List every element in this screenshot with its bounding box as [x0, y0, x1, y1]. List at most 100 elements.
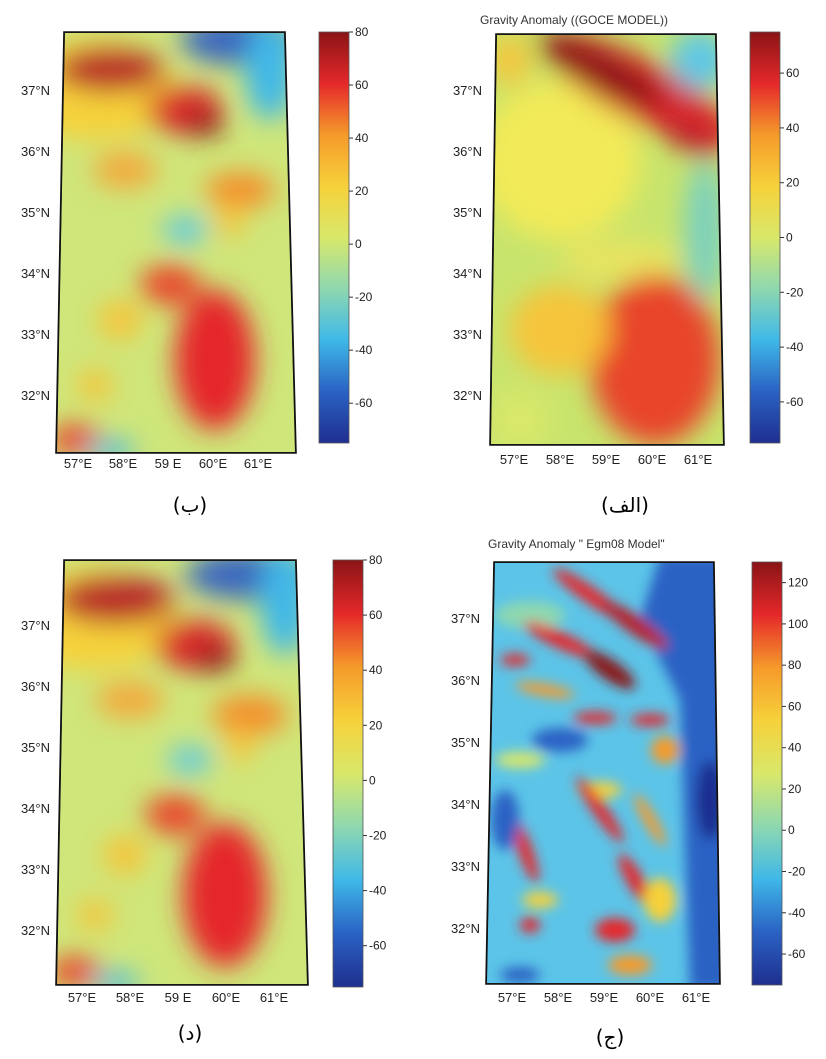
colorbar-b [318, 31, 350, 444]
caption-alef: (الف) [601, 493, 649, 517]
y-tick-label: 37°N [21, 83, 50, 98]
colorbar-ticks-alef: 60 40 20 0 -20 -40 -60 [780, 66, 804, 409]
colorbar-tick-label: -20 [786, 285, 804, 299]
y-tick-label: 33°N [21, 862, 50, 877]
y-axis-ticks-dal: 37°N 36°N 35°N 34°N 33°N 32°N [21, 618, 50, 938]
heatmap-field-dal [56, 560, 308, 985]
y-tick-label: 34°N [451, 797, 480, 812]
colorbar-tick-label: 20 [355, 184, 369, 198]
y-tick-label: 37°N [21, 618, 50, 633]
colorbar-tick-label: -20 [369, 828, 387, 842]
colorbar-tick-label: -60 [369, 939, 387, 953]
y-tick-label: 32°N [451, 921, 480, 936]
heatmap-field-b [56, 32, 296, 453]
y-axis-ticks-jim: 37°N 36°N 35°N 34°N 33°N 32°N [451, 611, 480, 936]
y-tick-label: 36°N [451, 673, 480, 688]
y-tick-label: 35°N [453, 205, 482, 220]
x-tick-label: 60°E [212, 990, 241, 1005]
colorbar-tick-label: 120 [788, 576, 808, 590]
colorbar-tick-label: 80 [355, 25, 369, 39]
colorbar-tick-label: 40 [788, 741, 802, 755]
colorbar-ticks-dal: 80 60 40 20 0 -20 -40 -60 [363, 553, 387, 953]
x-tick-label: 60°E [636, 990, 665, 1005]
x-tick-label: 60°E [199, 456, 228, 471]
heatmap-field-jim [486, 562, 720, 984]
y-tick-label: 37°N [451, 611, 480, 626]
map-panel-jim: Gravity Anomaly " Egm08 Model" [451, 537, 808, 1049]
caption-jim: (ج) [596, 1025, 625, 1049]
x-tick-label: 61°E [260, 990, 289, 1005]
x-axis-ticks-b: 57°E 58°E 59 E 60°E 61°E [64, 456, 273, 471]
x-axis-ticks-dal: 57°E 58°E 59 E 60°E 61°E [68, 990, 289, 1005]
colorbar-dal [332, 559, 364, 988]
colorbar-tick-label: 40 [369, 663, 383, 677]
y-tick-label: 34°N [21, 266, 50, 281]
y-tick-label: 36°N [21, 144, 50, 159]
panel-title-jim: Gravity Anomaly " Egm08 Model" [488, 537, 665, 551]
colorbar-tick-label: 60 [786, 66, 800, 80]
colorbar-ticks-b: 80 60 40 20 0 -20 -40 -60 [349, 25, 373, 410]
colorbar-tick-label: -40 [369, 884, 387, 898]
x-tick-label: 59°E [590, 990, 619, 1005]
y-tick-label: 33°N [451, 859, 480, 874]
colorbar-tick-label: 40 [355, 131, 369, 145]
y-tick-label: 32°N [21, 388, 50, 403]
colorbar-tick-label: -40 [786, 340, 804, 354]
map-panel-dal: 37°N 36°N 35°N 34°N 33°N 32°N 57°E 58°E 59 E 60°… [21, 553, 387, 1045]
y-axis-ticks-b: 37°N 36°N 35°N 34°N 33°N 32°N [21, 83, 50, 403]
y-tick-label: 33°N [453, 327, 482, 342]
y-axis-ticks-alef: 37°N 36°N 35°N 34°N 33°N 32°N [453, 83, 482, 403]
y-tick-label: 35°N [21, 740, 50, 755]
map-panel-b: 37°N 36°N 35°N 34°N 33°N 32°N 57°E 58°E 59 E 60°… [21, 25, 373, 517]
colorbar-tick-label: 80 [788, 658, 802, 672]
colorbar-tick-label: 60 [355, 78, 369, 92]
colorbar-tick-label: -40 [788, 906, 806, 920]
x-tick-label: 61°E [682, 990, 711, 1005]
x-tick-label: 61°E [244, 456, 273, 471]
y-tick-label: 33°N [21, 327, 50, 342]
x-tick-label: 59 E [165, 990, 192, 1005]
x-tick-label: 58°E [544, 990, 573, 1005]
colorbar-tick-label: -20 [788, 865, 806, 879]
y-tick-label: 34°N [21, 801, 50, 816]
x-tick-label: 58°E [116, 990, 145, 1005]
colorbar-tick-label: 20 [788, 782, 802, 796]
colorbar-ticks-jim: 120 100 80 60 40 20 0 -20 -40 -60 [782, 576, 808, 961]
y-tick-label: 36°N [453, 144, 482, 159]
colorbar-tick-label: 100 [788, 617, 808, 631]
caption-dal: (د) [178, 1021, 203, 1045]
x-axis-ticks-alef: 57°E 58°E 59°E 60°E 61°E [500, 452, 713, 467]
colorbar-tick-label: -60 [786, 395, 804, 409]
colorbar-tick-label: 0 [786, 231, 793, 245]
x-tick-label: 57°E [64, 456, 93, 471]
colorbar-tick-label: 60 [788, 699, 802, 713]
y-tick-label: 37°N [453, 83, 482, 98]
colorbar-tick-label: 40 [786, 121, 800, 135]
x-tick-label: 59°E [592, 452, 621, 467]
x-tick-label: 58°E [109, 456, 138, 471]
y-tick-label: 35°N [21, 205, 50, 220]
x-tick-label: 57°E [68, 990, 97, 1005]
x-tick-label: 57°E [500, 452, 529, 467]
colorbar-tick-label: 20 [786, 176, 800, 190]
colorbar-tick-label: -60 [788, 947, 806, 961]
colorbar-tick-label: 0 [369, 773, 376, 787]
colorbar-tick-label: -60 [355, 396, 373, 410]
panel-title-alef: Gravity Anomaly ((GOCE MODEL)) [480, 13, 668, 27]
x-tick-label: 59 E [155, 456, 182, 471]
colorbar-alef [749, 31, 781, 444]
x-tick-label: 60°E [638, 452, 667, 467]
colorbar-tick-label: 0 [355, 237, 362, 251]
caption-b: (ب) [173, 493, 207, 517]
y-tick-label: 36°N [21, 679, 50, 694]
colorbar-tick-label: 20 [369, 718, 383, 732]
colorbar-jim [751, 561, 783, 986]
x-tick-label: 61°E [684, 452, 713, 467]
y-tick-label: 35°N [451, 735, 480, 750]
x-tick-label: 58°E [546, 452, 575, 467]
colorbar-tick-label: -40 [355, 343, 373, 357]
colorbar-tick-label: 0 [788, 823, 795, 837]
x-tick-label: 57°E [498, 990, 527, 1005]
heatmap-field-alef [490, 34, 724, 445]
